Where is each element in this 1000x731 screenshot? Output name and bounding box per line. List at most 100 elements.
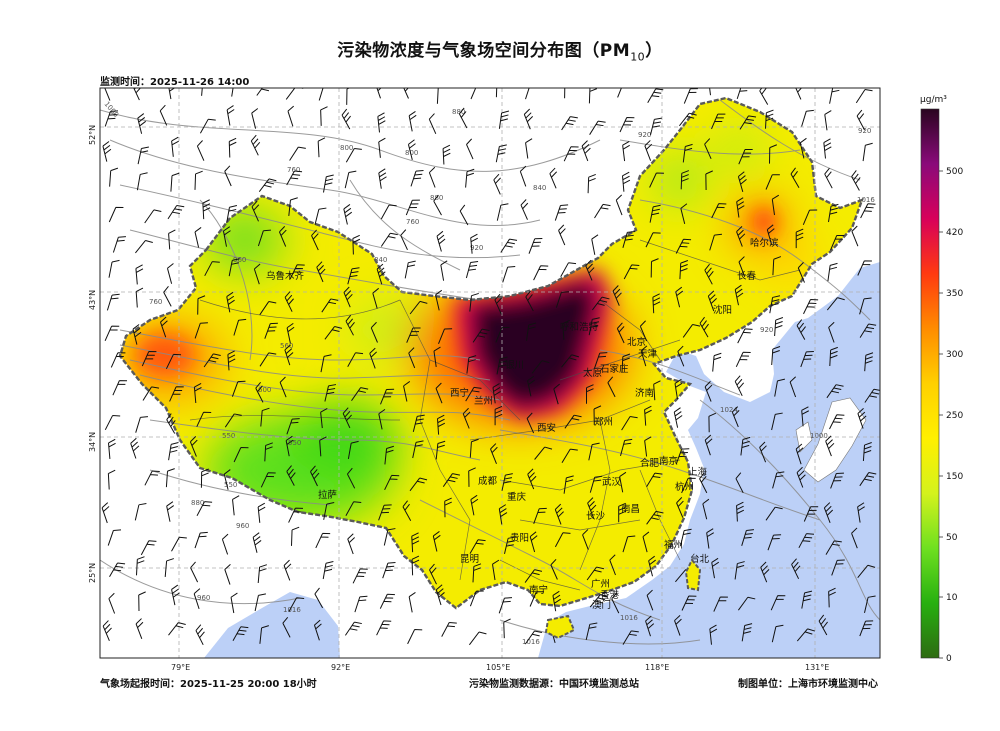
wind-barb-icon	[166, 413, 176, 434]
wind-barb-icon	[704, 381, 713, 402]
wind-barb-icon	[585, 622, 598, 641]
svg-text:560: 560	[280, 342, 293, 350]
wind-barb-icon	[711, 557, 720, 579]
wind-barb-icon	[587, 497, 597, 519]
wind-barb-icon	[708, 88, 716, 96]
wind-barb-icon	[682, 143, 693, 163]
city-yinchuan: 银川	[505, 359, 524, 371]
city-shanghai: 上海	[688, 466, 708, 478]
wind-barb-icon	[316, 261, 326, 283]
wind-barb-icon	[166, 501, 175, 522]
wind-barb-icon	[823, 138, 832, 159]
svg-text:1000: 1000	[810, 432, 828, 440]
wind-barb-icon	[859, 620, 874, 637]
wind-barb-icon	[520, 199, 529, 220]
wind-barb-icon	[771, 194, 780, 216]
wind-barb-icon	[561, 354, 580, 368]
wind-barb-icon	[345, 147, 362, 163]
wind-barb-icon	[864, 352, 874, 372]
wind-barb-icon	[171, 536, 187, 552]
wind-barb-icon	[857, 407, 867, 429]
svg-text:920: 920	[858, 127, 871, 135]
wind-barb-icon	[470, 494, 479, 516]
china-border	[118, 96, 864, 610]
y-tick: 25°N	[88, 563, 97, 583]
wind-barb-icon	[582, 529, 589, 550]
wind-barb-icon	[830, 472, 844, 489]
city-changchun: 长春	[737, 270, 757, 282]
wind-barb-icon	[190, 561, 199, 583]
wind-barb-icon	[405, 199, 420, 216]
wind-barb-icon	[170, 172, 180, 192]
wind-barb-icon	[589, 120, 606, 135]
wind-barb-icon	[864, 388, 880, 403]
wind-barb-icon	[737, 328, 753, 344]
wind-barb-icon	[341, 108, 351, 130]
city-fuzhou: 福州	[664, 539, 683, 551]
wind-barb-icon	[682, 323, 701, 338]
wind-barb-icon	[232, 626, 249, 642]
wind-barb-icon	[159, 104, 168, 126]
wind-barb-icon	[498, 504, 508, 525]
map-frame	[99, 87, 881, 659]
wind-barb-icon	[831, 559, 845, 576]
wind-barb-icon	[196, 411, 212, 427]
city-shijiazhuang: 石家庄	[600, 363, 629, 375]
wind-barb-icon	[108, 592, 116, 614]
wind-barb-icon	[228, 137, 237, 158]
wind-barb-icon	[224, 563, 231, 585]
wind-barb-icon	[257, 502, 266, 523]
wind-barb-icon	[383, 528, 396, 546]
wind-barb-icon	[320, 106, 328, 126]
svg-text:600: 600	[258, 386, 271, 394]
wind-barb-icon	[492, 559, 500, 581]
wind-barb-icon	[144, 209, 162, 224]
province-boundaries	[189, 239, 801, 591]
wind-barb-icon	[354, 595, 368, 613]
wind-barb-icon	[495, 144, 507, 163]
wind-barb-icon	[713, 596, 728, 612]
wind-barb-icon	[284, 291, 294, 312]
wind-barb-icon	[620, 438, 633, 457]
y-tick: 43°N	[88, 290, 97, 310]
colorbar-tick-label: 500	[946, 167, 963, 177]
wind-barb-icon	[769, 144, 778, 164]
wind-barb-icon	[766, 224, 775, 246]
forecast-time: 气象场起报时间：2025-11-25 20:00 18小时	[100, 679, 317, 690]
wind-barb-icon	[644, 140, 653, 161]
wind-barb-icon	[403, 381, 411, 402]
wind-barb-icon	[112, 236, 126, 253]
colorbar-tick-label: 350	[946, 289, 963, 299]
wind-barb-icon	[680, 203, 688, 225]
wind-barb-icon	[345, 314, 355, 336]
wind-barb-icon	[492, 383, 501, 404]
wind-barb-icon	[650, 117, 662, 136]
wind-barb-icon	[136, 172, 148, 191]
wind-barb-icon	[310, 465, 320, 487]
wind-barb-icon	[289, 146, 306, 161]
wind-barb-icon	[640, 345, 648, 367]
wind-barb-icon	[736, 88, 750, 100]
city-jinan: 济南	[635, 387, 654, 399]
wind-barb-icon	[857, 502, 865, 523]
wind-barb-icon	[286, 322, 295, 344]
svg-text:760: 760	[287, 166, 300, 174]
wind-barb-icon	[171, 136, 179, 157]
wind-barb-icon	[802, 209, 818, 225]
wind-barb-icon	[412, 440, 424, 459]
wind-barb-icon	[109, 167, 119, 187]
wind-barb-icon	[226, 291, 235, 313]
wind-barb-icon	[260, 407, 270, 427]
wind-barb-icon	[734, 284, 744, 306]
wind-barb-icon	[428, 166, 436, 188]
wind-barb-icon	[801, 590, 813, 609]
wind-barb-icon	[735, 472, 744, 494]
taiwan-island	[684, 558, 702, 592]
wind-barb-icon	[324, 384, 337, 402]
wind-barb-icon	[165, 468, 175, 488]
wind-barb-icon	[644, 405, 652, 426]
wind-barb-icon	[622, 140, 630, 162]
wind-barb-icon	[384, 445, 394, 465]
wind-barb-icon	[704, 434, 713, 456]
svg-text:1016: 1016	[620, 614, 638, 622]
